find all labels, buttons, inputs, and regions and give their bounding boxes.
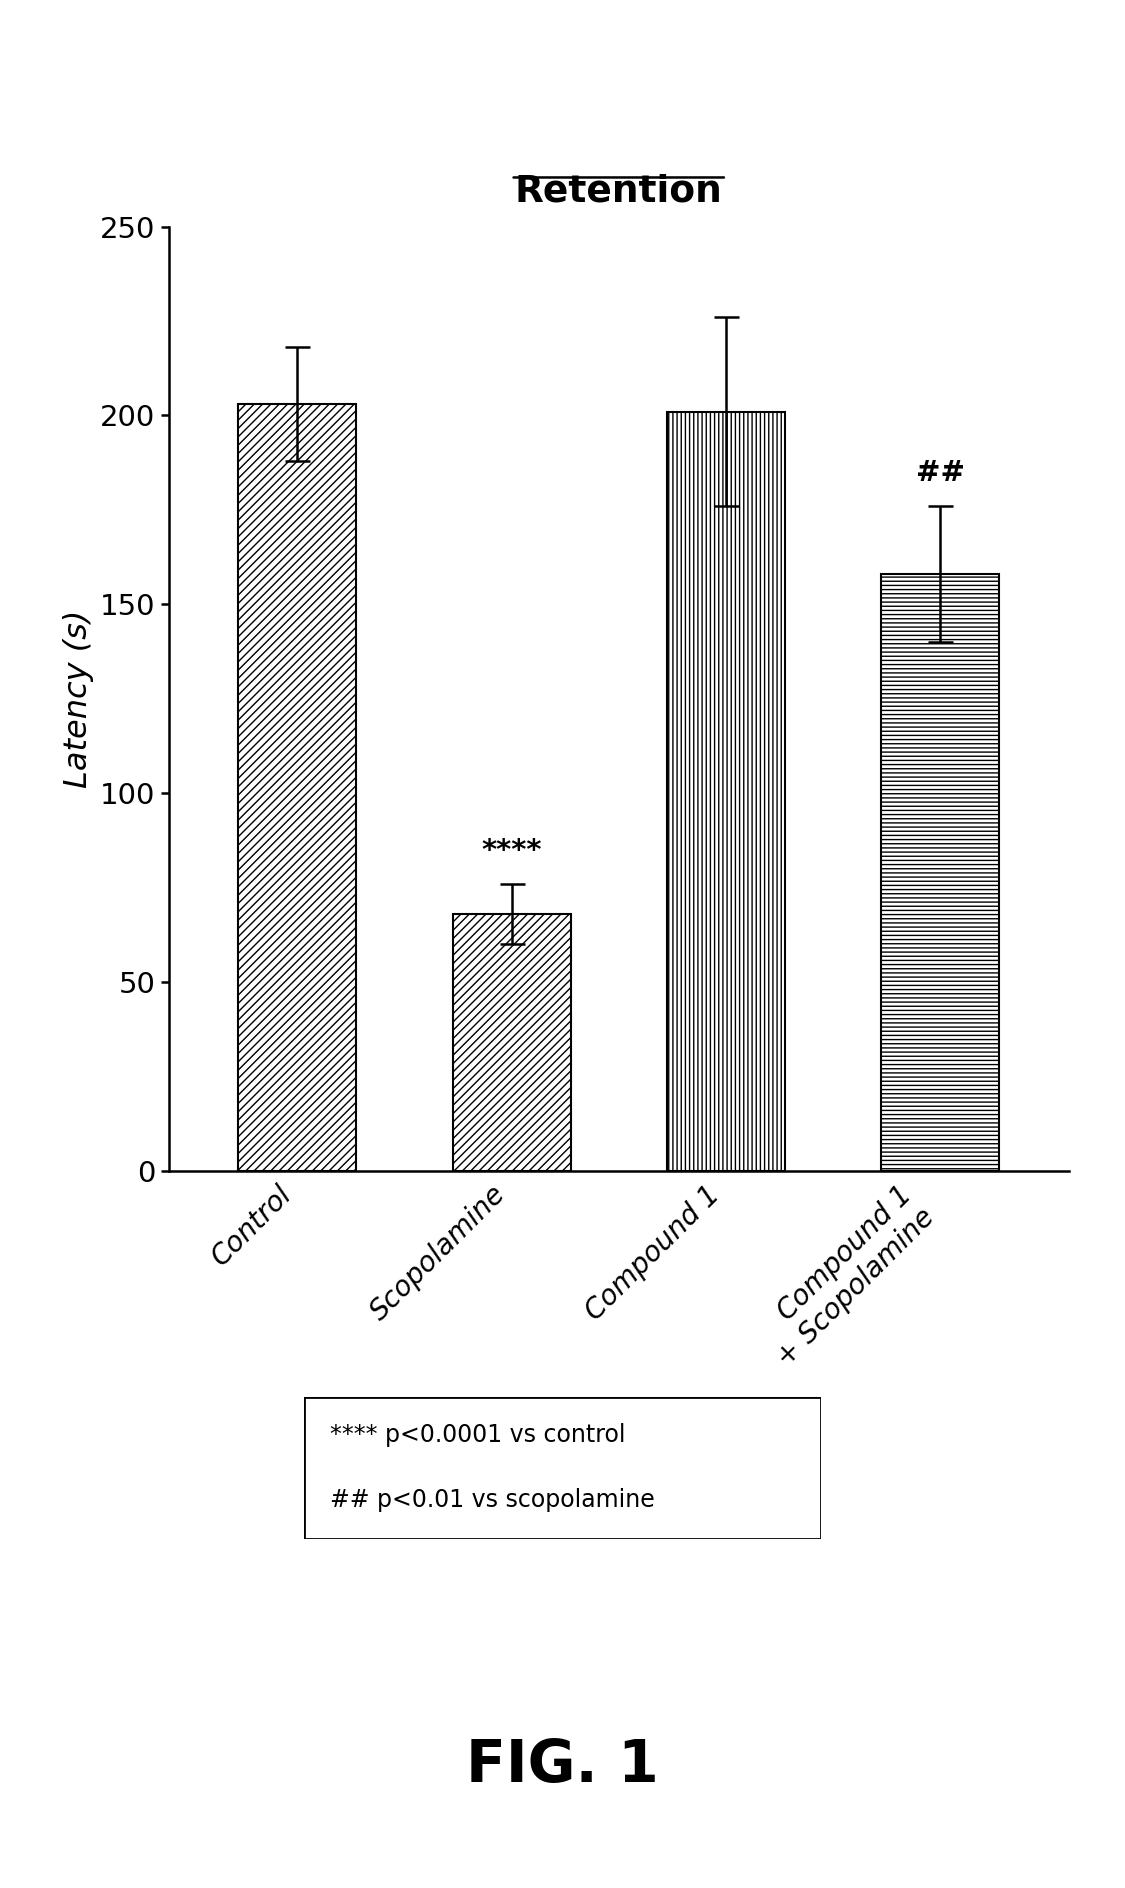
Bar: [238, 404, 357, 1171]
Text: ##: ##: [916, 459, 964, 487]
Text: ## p<0.01 vs scopolamine: ## p<0.01 vs scopolamine: [330, 1488, 655, 1512]
Y-axis label: Latency (s): Latency (s): [63, 610, 94, 787]
Text: ****: ****: [482, 836, 542, 865]
Text: FIG. 1: FIG. 1: [466, 1737, 659, 1794]
FancyBboxPatch shape: [304, 1397, 821, 1539]
Title: Retention: Retention: [515, 174, 722, 210]
Bar: [452, 914, 570, 1171]
Bar: [881, 574, 999, 1171]
Bar: [667, 412, 785, 1171]
Text: **** p<0.0001 vs control: **** p<0.0001 vs control: [330, 1424, 626, 1448]
